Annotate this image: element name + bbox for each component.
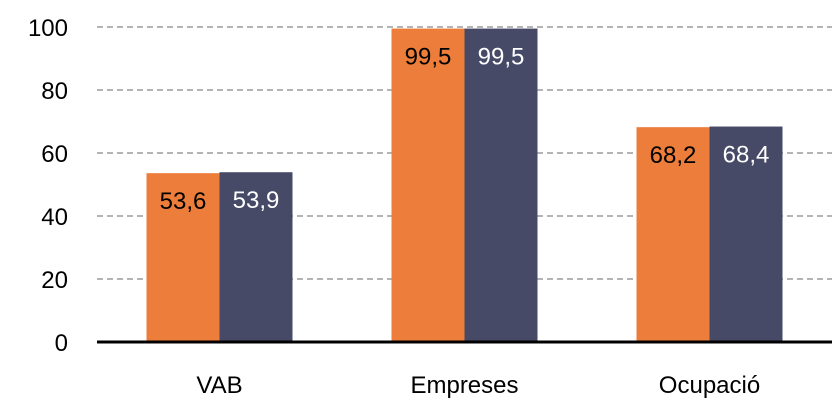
data-label: 68,2 <box>650 142 697 169</box>
bar-empreses-series-2 <box>464 28 538 342</box>
x-category-label: Ocupació <box>659 372 760 399</box>
y-tick-label: 0 <box>55 330 68 357</box>
bars <box>146 28 783 342</box>
y-tick-label: 20 <box>41 267 68 294</box>
y-axis-tick-labels: 0 20 40 60 80 100 <box>28 15 68 357</box>
bar-ocupaci--series-1 <box>636 127 710 342</box>
y-tick-label: 60 <box>41 141 68 168</box>
y-tick-label: 80 <box>41 78 68 105</box>
y-tick-label: 40 <box>41 204 68 231</box>
data-label: 53,6 <box>160 188 207 215</box>
data-label: 99,5 <box>405 44 452 71</box>
x-category-label: Empreses <box>410 372 518 399</box>
bar-vab-series-2 <box>219 172 293 342</box>
x-axis-category-labels: VAB Empreses Ocupació <box>196 372 760 399</box>
bar-empreses-series-1 <box>391 28 465 342</box>
bar-vab-series-1 <box>146 173 220 342</box>
data-label: 53,9 <box>233 187 280 214</box>
bar-ocupaci--series-2 <box>709 126 783 342</box>
x-category-label: VAB <box>196 372 242 399</box>
data-label: 68,4 <box>723 142 770 169</box>
y-tick-label: 100 <box>28 15 68 42</box>
data-label: 99,5 <box>478 44 525 71</box>
data-labels: 53,6 53,9 99,5 99,5 68,2 68,4 <box>160 44 770 216</box>
